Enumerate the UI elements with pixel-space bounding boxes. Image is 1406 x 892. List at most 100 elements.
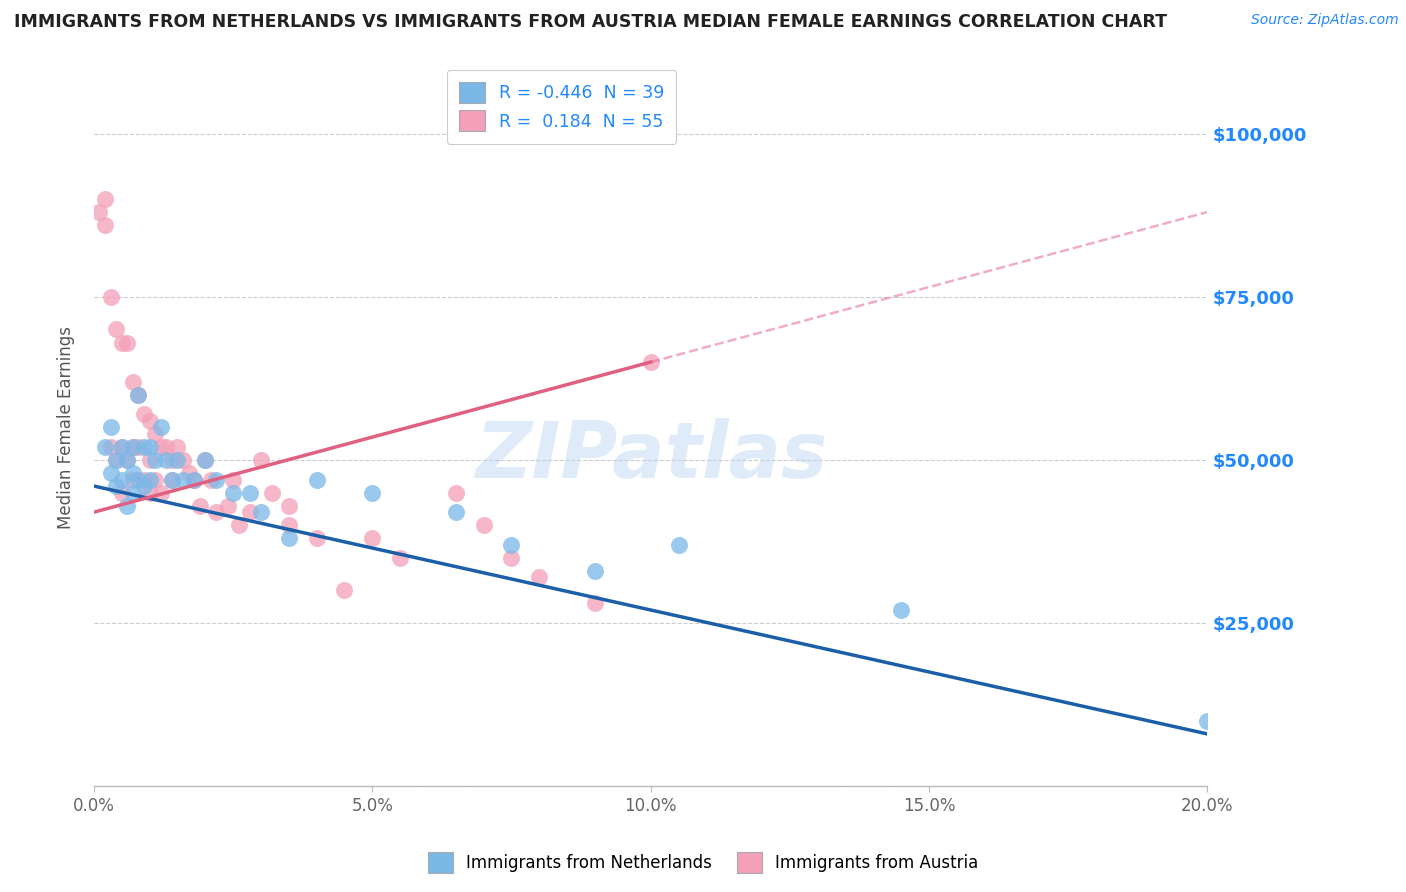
Point xyxy=(117,499,139,513)
Point xyxy=(183,473,205,487)
Point xyxy=(177,466,200,480)
Point xyxy=(444,485,467,500)
Point xyxy=(217,499,239,513)
Point xyxy=(501,538,523,552)
Point xyxy=(132,473,155,487)
Point xyxy=(472,518,495,533)
Point xyxy=(111,440,134,454)
Point xyxy=(111,440,134,454)
Text: ZIPatlas: ZIPatlas xyxy=(475,418,827,494)
Point xyxy=(100,466,122,480)
Point xyxy=(166,453,188,467)
Point xyxy=(501,550,523,565)
Point xyxy=(160,473,183,487)
Point xyxy=(127,388,149,402)
Point xyxy=(389,550,412,565)
Point xyxy=(160,473,183,487)
Point xyxy=(122,485,145,500)
Point xyxy=(138,453,160,467)
Point xyxy=(250,453,273,467)
Point xyxy=(333,583,356,598)
Point xyxy=(149,485,172,500)
Point xyxy=(890,603,912,617)
Text: Source: ZipAtlas.com: Source: ZipAtlas.com xyxy=(1251,13,1399,28)
Point xyxy=(668,538,690,552)
Point xyxy=(160,453,183,467)
Legend: Immigrants from Netherlands, Immigrants from Austria: Immigrants from Netherlands, Immigrants … xyxy=(420,846,986,880)
Point xyxy=(361,485,384,500)
Point xyxy=(100,440,122,454)
Point xyxy=(277,531,299,545)
Point xyxy=(250,505,273,519)
Point xyxy=(194,453,217,467)
Point xyxy=(222,485,245,500)
Point xyxy=(205,505,228,519)
Point xyxy=(105,322,128,336)
Point xyxy=(127,473,149,487)
Point xyxy=(100,420,122,434)
Point xyxy=(194,453,217,467)
Point xyxy=(132,479,155,493)
Point xyxy=(117,453,139,467)
Point xyxy=(111,335,134,350)
Point xyxy=(640,355,662,369)
Point xyxy=(117,453,139,467)
Y-axis label: Median Female Earnings: Median Female Earnings xyxy=(58,326,75,529)
Point xyxy=(127,388,149,402)
Point xyxy=(277,499,299,513)
Point xyxy=(138,473,160,487)
Point xyxy=(149,420,172,434)
Point xyxy=(205,473,228,487)
Point xyxy=(138,485,160,500)
Point xyxy=(143,426,166,441)
Point xyxy=(122,375,145,389)
Point xyxy=(583,597,606,611)
Point xyxy=(239,485,262,500)
Point xyxy=(188,499,211,513)
Point xyxy=(122,440,145,454)
Point xyxy=(183,473,205,487)
Point xyxy=(132,440,155,454)
Point xyxy=(529,570,551,584)
Point xyxy=(138,440,160,454)
Point xyxy=(143,453,166,467)
Point xyxy=(111,473,134,487)
Point xyxy=(305,531,328,545)
Point xyxy=(132,407,155,421)
Point xyxy=(583,564,606,578)
Text: IMMIGRANTS FROM NETHERLANDS VS IMMIGRANTS FROM AUSTRIA MEDIAN FEMALE EARNINGS CO: IMMIGRANTS FROM NETHERLANDS VS IMMIGRANT… xyxy=(14,13,1167,31)
Point xyxy=(105,453,128,467)
Point xyxy=(122,440,145,454)
Point xyxy=(172,473,194,487)
Point xyxy=(100,290,122,304)
Point xyxy=(155,453,177,467)
Point xyxy=(200,473,222,487)
Point xyxy=(228,518,250,533)
Point xyxy=(155,440,177,454)
Point xyxy=(1197,714,1219,728)
Point xyxy=(94,218,117,232)
Point xyxy=(122,473,145,487)
Point xyxy=(89,205,111,219)
Point xyxy=(277,518,299,533)
Point xyxy=(143,473,166,487)
Legend: R = -0.446  N = 39, R =  0.184  N = 55: R = -0.446 N = 39, R = 0.184 N = 55 xyxy=(447,70,676,144)
Point xyxy=(166,440,188,454)
Point xyxy=(239,505,262,519)
Point xyxy=(127,440,149,454)
Point xyxy=(94,192,117,206)
Point xyxy=(149,440,172,454)
Point xyxy=(105,479,128,493)
Point xyxy=(111,485,134,500)
Point xyxy=(138,414,160,428)
Point xyxy=(305,473,328,487)
Point xyxy=(444,505,467,519)
Point xyxy=(122,466,145,480)
Point xyxy=(117,335,139,350)
Point xyxy=(262,485,284,500)
Point xyxy=(94,440,117,454)
Point xyxy=(172,453,194,467)
Point xyxy=(105,453,128,467)
Point xyxy=(222,473,245,487)
Point xyxy=(361,531,384,545)
